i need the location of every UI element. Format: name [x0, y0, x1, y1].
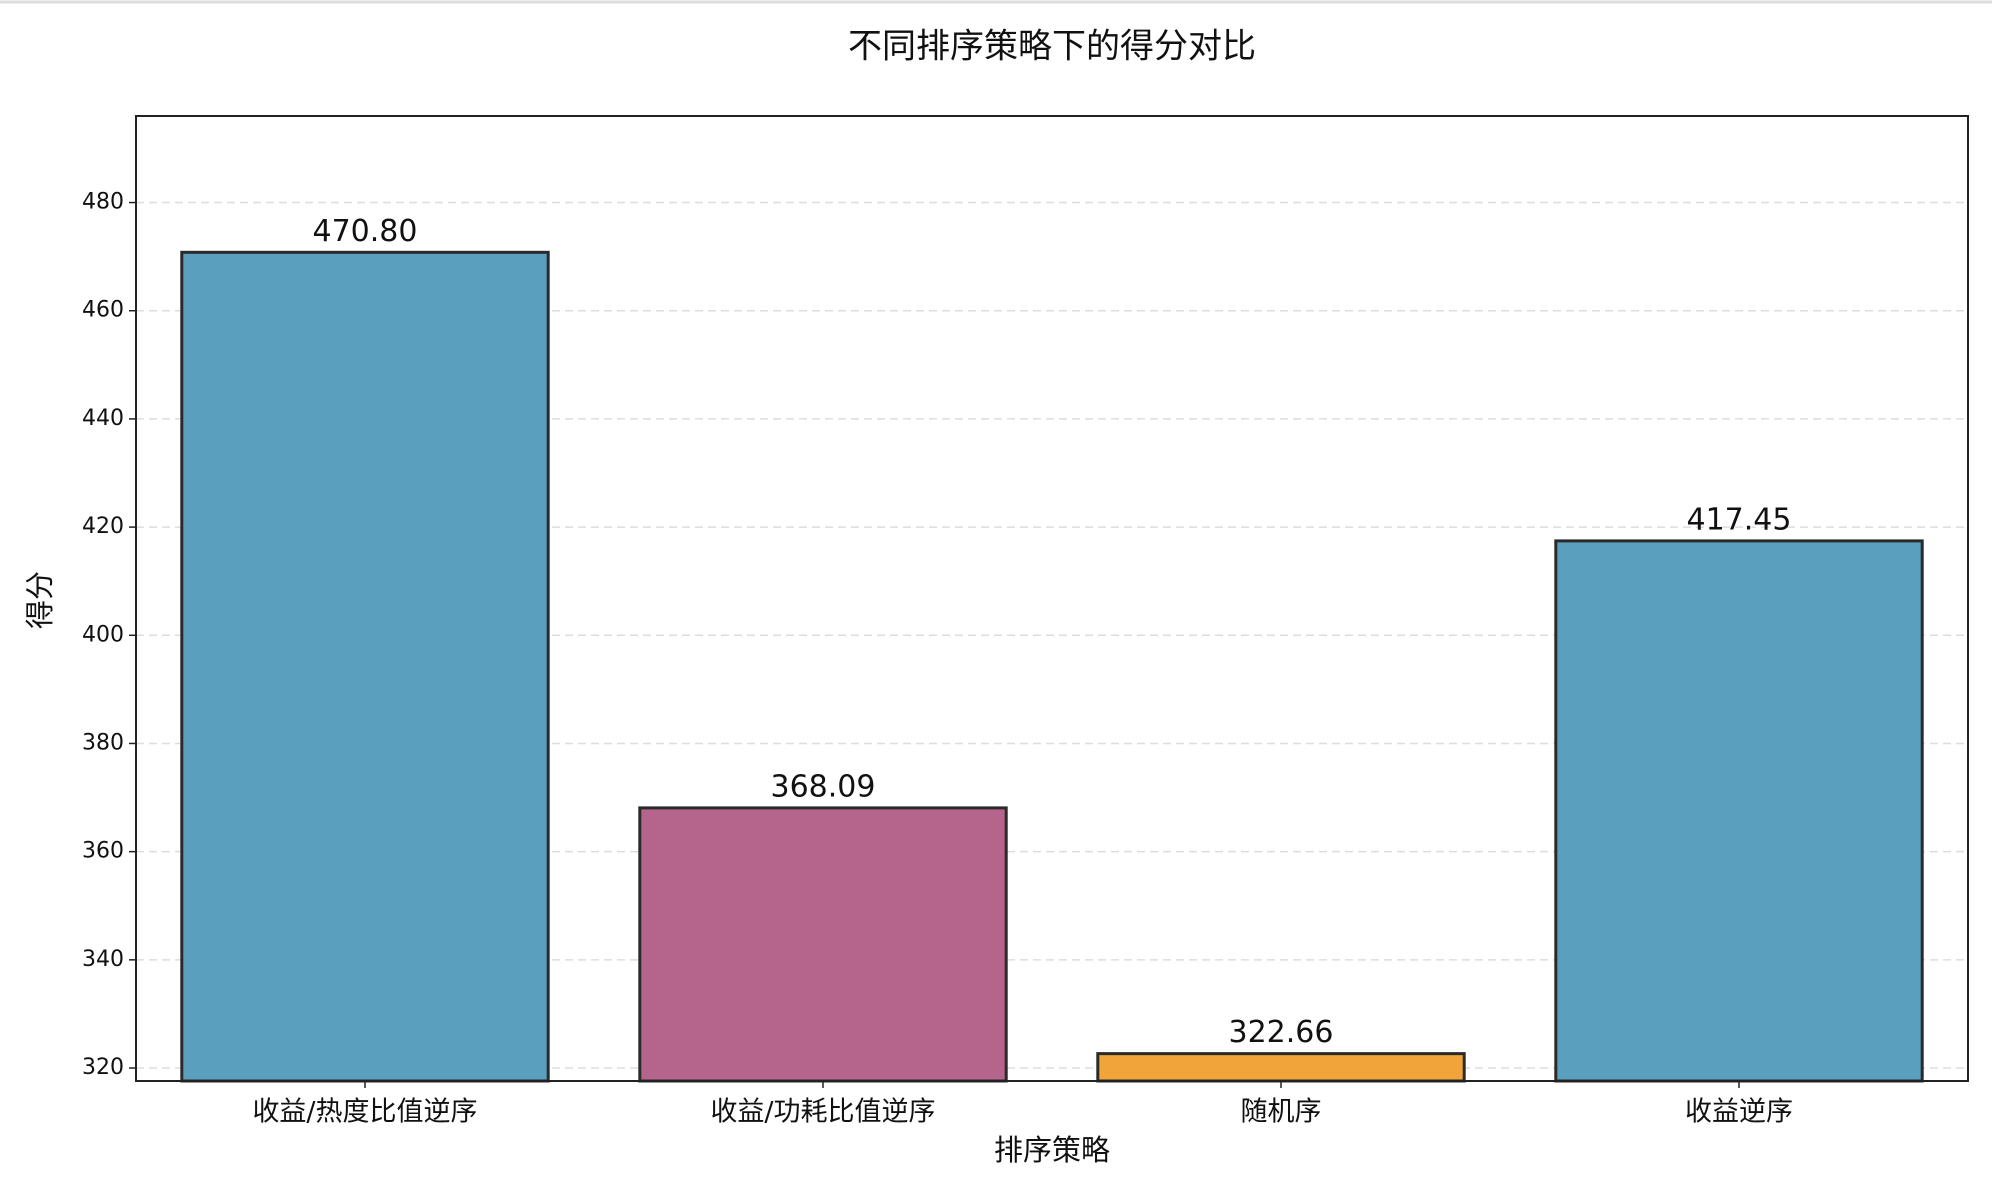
- x-tick-label: 收益/功耗比值逆序: [710, 1097, 935, 1128]
- bar: [638, 806, 1008, 1083]
- y-tick-label: 420: [82, 514, 124, 539]
- y-tick-label: 460: [82, 298, 124, 323]
- y-tick-label: 440: [82, 406, 124, 431]
- y-tick-label: 360: [82, 839, 124, 864]
- value-label: 322.66: [1229, 1015, 1334, 1050]
- y-tick-label: 320: [82, 1055, 124, 1080]
- value-label: 470.80: [313, 214, 418, 249]
- bar: [1554, 539, 1924, 1083]
- y-tick-label: 400: [82, 622, 124, 647]
- plot-frame: [135, 115, 1969, 1082]
- value-label: 368.09: [771, 769, 876, 804]
- x-tick-label: 收益/热度比值逆序: [252, 1097, 477, 1128]
- value-label: 417.45: [1687, 502, 1792, 537]
- x-tick-label: 随机序: [1241, 1097, 1322, 1128]
- y-tick-label: 380: [82, 730, 124, 755]
- bar: [180, 250, 550, 1083]
- bar: [1096, 1052, 1466, 1083]
- y-tick-label: 340: [82, 947, 124, 972]
- x-axis-label: 排序策略: [994, 1133, 1110, 1167]
- chart-title: 不同排序策略下的得分对比: [848, 27, 1256, 67]
- x-tick-label: 收益逆序: [1685, 1097, 1793, 1128]
- y-axis-label: 得分: [23, 571, 57, 629]
- y-tick-label: 480: [82, 190, 124, 215]
